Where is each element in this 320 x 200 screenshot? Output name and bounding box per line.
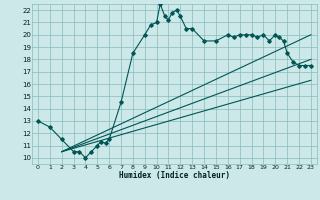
X-axis label: Humidex (Indice chaleur): Humidex (Indice chaleur) bbox=[119, 171, 230, 180]
